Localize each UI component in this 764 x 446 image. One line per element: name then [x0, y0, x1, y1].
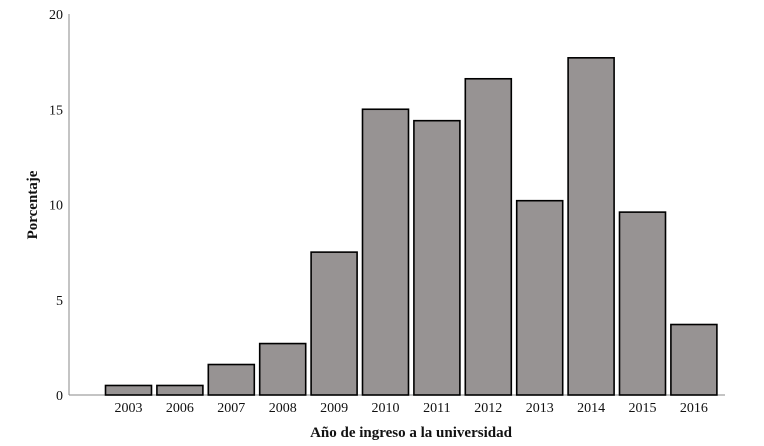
- bar-2016: [670, 323, 718, 396]
- x-tick-label: 2010: [372, 401, 400, 416]
- bar-2007: [207, 363, 256, 396]
- bar-2012: [464, 77, 513, 396]
- y-tick-labels: 0 5 10 15 20: [49, 8, 63, 404]
- bar-2010: [361, 108, 410, 396]
- x-tick-label: 2009: [320, 401, 348, 416]
- y-tick-label: 10: [49, 199, 63, 214]
- bar-2006: [156, 384, 204, 396]
- bar-2015: [618, 211, 667, 396]
- x-tick-label: 2012: [474, 401, 502, 416]
- x-tick-label: 2013: [526, 401, 554, 416]
- x-tick-label: 2008: [269, 401, 297, 416]
- bars: [104, 57, 718, 396]
- bar-2008: [258, 342, 307, 396]
- y-tick-label: 20: [49, 8, 63, 23]
- x-tick-label: 2006: [166, 401, 194, 416]
- bar-2013: [515, 199, 564, 396]
- y-axis: 0 5 10 15 20: [49, 8, 70, 404]
- x-tick-label: 2003: [115, 401, 143, 416]
- x-tick-label: 2011: [423, 401, 450, 416]
- bar-2011: [413, 119, 461, 396]
- y-tick-label: 15: [49, 103, 63, 118]
- bar-2003: [104, 384, 153, 396]
- x-axis-title: Año de ingreso a la universidad: [310, 425, 512, 441]
- x-axis: 2003 2006 2007 2008 2009 2010 2011 2012 2013 2014…: [69, 394, 725, 416]
- x-tick-label: 2014: [577, 401, 605, 416]
- x-tick-labels: 2003 2006 2007 2008 2009 2010 2011 2012 2013 2014…: [115, 401, 708, 416]
- y-tick-label: 0: [56, 389, 63, 404]
- x-tick-label: 2015: [629, 401, 657, 416]
- x-tick-label: 2007: [217, 401, 245, 416]
- y-axis-title: Porcentaje: [25, 170, 41, 239]
- bar-2009: [310, 251, 358, 396]
- bar-2014: [567, 57, 615, 396]
- y-tick-label: 5: [56, 294, 63, 309]
- x-tick-label: 2016: [680, 401, 708, 416]
